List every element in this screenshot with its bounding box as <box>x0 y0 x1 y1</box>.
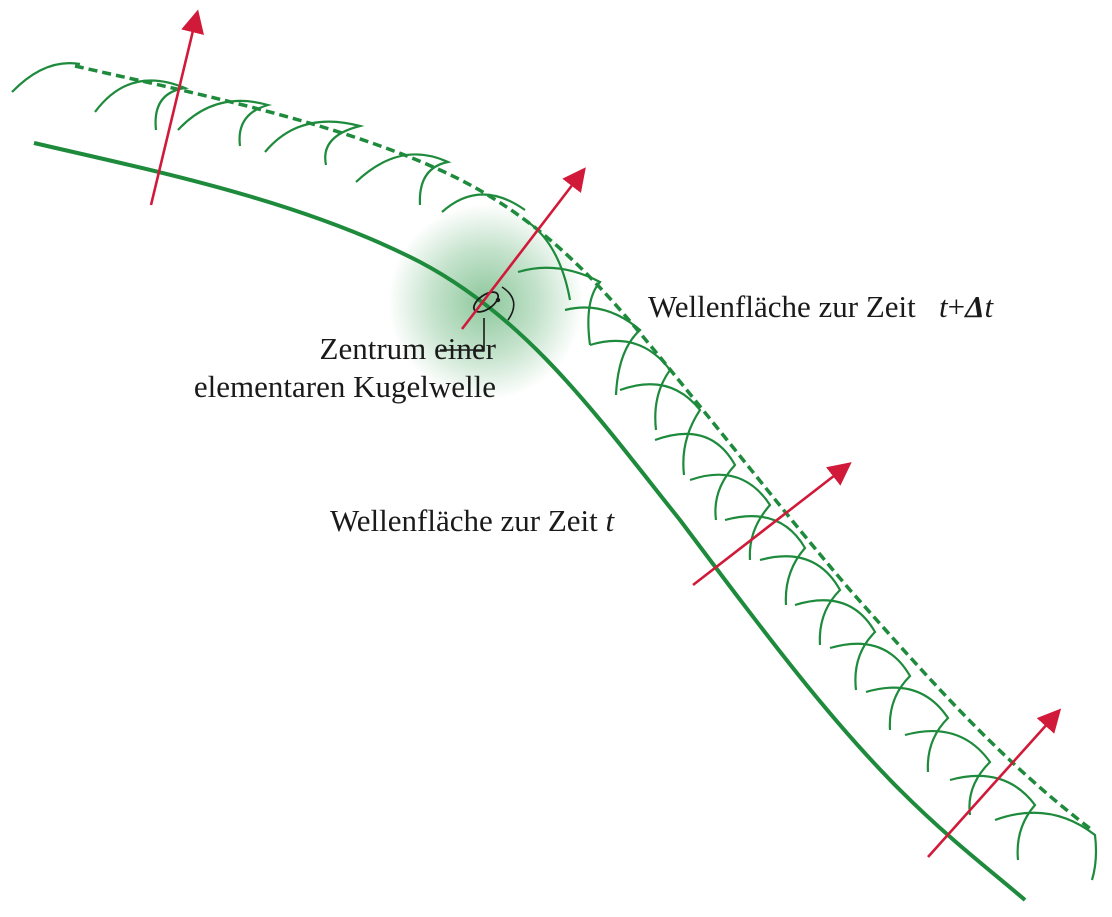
wavefront-t-dt-plus: + <box>948 289 965 324</box>
wavefront-t-prefix: Wellenfläche zur Zeit <box>330 503 598 538</box>
wavefront-t-t: t <box>606 503 615 538</box>
wavefront-t-dt-t: t <box>939 289 948 324</box>
wavelet-arc <box>995 813 1096 880</box>
normal-arrow <box>693 465 848 585</box>
wavefront-t-dt-t2: t <box>985 289 994 324</box>
wavefront-t-dt-delta: Δ <box>965 289 984 324</box>
center-label-line1: Zentrum einer <box>156 330 496 368</box>
wavelet-arc <box>655 434 735 520</box>
wavefront-t-dt <box>75 66 1092 830</box>
center-label-line2: elementaren Kugelwelle <box>156 368 496 406</box>
center-label: Zentrum einer elementaren Kugelwelle <box>156 330 496 406</box>
wavelet-arc <box>265 122 360 165</box>
wavelet-arc <box>356 154 448 205</box>
elementary-wavelets <box>12 63 1096 880</box>
wavefront-t-dt-prefix: Wellenfläche zur Zeit <box>648 289 916 324</box>
right-angle-dot <box>496 298 500 302</box>
wavelet-arc <box>12 63 80 92</box>
wavefront-t-dt-label: Wellenfläche zur Zeit t+Δt <box>648 288 993 326</box>
wavelet-arc <box>866 688 948 772</box>
wavelet-arc <box>795 600 875 690</box>
wavefront-t-label: Wellenfläche zur Zeit t <box>330 502 614 540</box>
normal-arrow <box>928 712 1058 857</box>
